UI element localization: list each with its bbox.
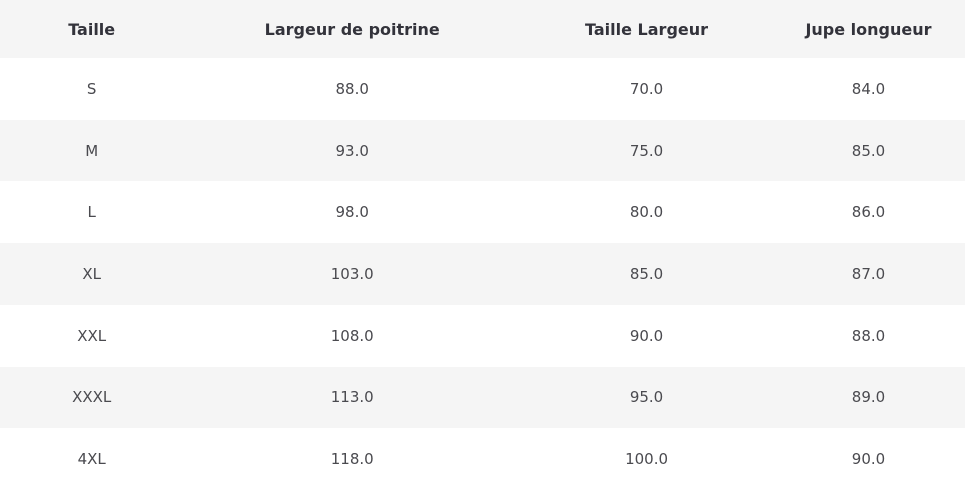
column-header-jupe-longueur: Jupe longueur xyxy=(771,0,965,58)
measurement-cell: 90.0 xyxy=(771,428,965,490)
size-label-cell: S xyxy=(0,58,184,120)
table-row: 4XL 118.0 100.0 90.0 xyxy=(0,428,965,490)
table-row: S 88.0 70.0 84.0 xyxy=(0,58,965,120)
measurement-cell: 90.0 xyxy=(521,304,772,367)
measurement-cell: 87.0 xyxy=(771,243,965,305)
measurement-cell: 98.0 xyxy=(183,181,522,244)
size-label-cell: M xyxy=(0,119,184,182)
column-header-taille-largeur: Taille Largeur xyxy=(521,0,772,58)
measurement-cell: 108.0 xyxy=(183,304,522,367)
measurement-cell: 93.0 xyxy=(183,119,522,182)
measurement-cell: 118.0 xyxy=(183,428,522,490)
column-header-taille: Taille xyxy=(0,0,184,58)
measurement-cell: 80.0 xyxy=(521,181,772,244)
size-label-cell: XL xyxy=(0,243,184,305)
measurement-cell: 103.0 xyxy=(183,243,522,305)
measurement-cell: 86.0 xyxy=(771,181,965,244)
table-row: XXL 108.0 90.0 88.0 xyxy=(0,304,965,367)
measurement-cell: 100.0 xyxy=(521,428,772,490)
column-header-largeur-de-poitrine: Largeur de poitrine xyxy=(183,0,522,58)
measurement-cell: 85.0 xyxy=(521,243,772,305)
measurement-cell: 113.0 xyxy=(183,366,522,429)
table-row: XXXL 113.0 95.0 89.0 xyxy=(0,366,965,429)
measurement-cell: 84.0 xyxy=(771,58,965,120)
table-row: XL 103.0 85.0 87.0 xyxy=(0,243,965,305)
size-label-cell: XXL xyxy=(0,304,184,367)
measurement-cell: 88.0 xyxy=(183,58,522,120)
size-label-cell: L xyxy=(0,181,184,244)
measurement-cell: 89.0 xyxy=(771,366,965,429)
table-row: L 98.0 80.0 86.0 xyxy=(0,181,965,244)
measurement-cell: 70.0 xyxy=(521,58,772,120)
table-header-row: Taille Largeur de poitrine Taille Largeu… xyxy=(0,0,965,58)
size-label-cell: 4XL xyxy=(0,428,184,490)
measurement-cell: 88.0 xyxy=(771,304,965,367)
measurement-cell: 85.0 xyxy=(771,119,965,182)
table-row: M 93.0 75.0 85.0 xyxy=(0,119,965,182)
size-label-cell: XXXL xyxy=(0,366,184,429)
measurement-cell: 75.0 xyxy=(521,119,772,182)
measurement-cell: 95.0 xyxy=(521,366,772,429)
table-body: S 88.0 70.0 84.0 M 93.0 75.0 85.0 L 98.0 80.0 86.0 X… xyxy=(0,58,965,490)
